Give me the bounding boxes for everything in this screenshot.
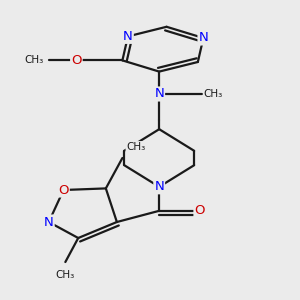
Text: N: N — [123, 30, 133, 43]
Text: N: N — [44, 215, 54, 229]
Text: CH₃: CH₃ — [126, 142, 145, 152]
Text: CH₃: CH₃ — [56, 270, 75, 280]
Text: N: N — [154, 180, 164, 193]
Text: CH₃: CH₃ — [203, 89, 223, 99]
Text: N: N — [199, 32, 208, 44]
Text: O: O — [71, 54, 82, 67]
Text: CH₃: CH₃ — [24, 56, 44, 65]
Text: N: N — [154, 88, 164, 100]
Text: O: O — [58, 184, 69, 196]
Text: O: O — [194, 204, 205, 217]
